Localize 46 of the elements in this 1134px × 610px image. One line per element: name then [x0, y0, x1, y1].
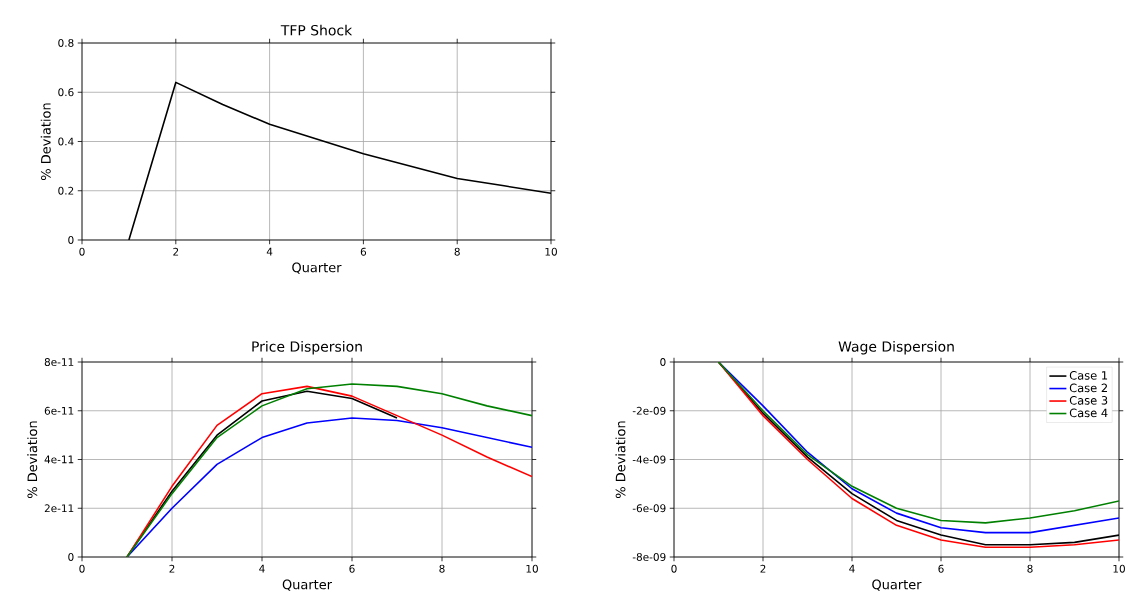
x-tick-label: 4 [259, 564, 265, 573]
y-tick-label: 0.8 [58, 39, 74, 47]
y-axis-title: % Deviation [615, 421, 626, 498]
legend-label: Case 1 [1069, 371, 1108, 380]
y-tick-label: 2e-11 [44, 504, 74, 513]
chart-title: Price Dispersion [252, 341, 362, 355]
y-tick-label: 8e-11 [44, 358, 74, 366]
y-tick-label: -8e-09 [632, 553, 666, 561]
x-tick-label: 8 [454, 247, 460, 256]
y-tick-label: 0 [68, 553, 74, 561]
x-tick-label: 2 [173, 247, 179, 256]
x-axis-title: Quarter [292, 262, 342, 274]
y-tick-label: -6e-09 [632, 504, 666, 513]
x-tick-label: 0 [671, 564, 677, 573]
x-tick-label: 0 [79, 247, 85, 256]
x-axis-title: Quarter [872, 579, 922, 591]
chart-title: TFP Shock [280, 24, 353, 36]
x-tick-label: 10 [545, 247, 557, 256]
x-tick-label: 2 [760, 564, 766, 573]
x-tick-label: 6 [938, 564, 944, 573]
chart-title: Wage Dispersion [838, 341, 954, 355]
y-tick-label: -2e-09 [632, 406, 666, 415]
x-tick-label: 6 [349, 564, 355, 573]
y-axis-title: % Deviation [40, 103, 51, 180]
legend-label: Case 3 [1069, 396, 1108, 405]
legend-label: Case 4 [1069, 408, 1108, 418]
x-tick-label: 2 [169, 564, 175, 573]
x-axis-title: Quarter [282, 579, 333, 591]
x-tick-label: 4 [849, 564, 855, 573]
x-tick-label: 4 [266, 247, 273, 256]
y-tick-label: 0.4 [58, 137, 74, 146]
x-tick-label: 10 [526, 564, 538, 573]
y-tick-label: 0 [68, 236, 74, 244]
x-tick-label: 8 [1027, 564, 1033, 573]
y-tick-label: 0.6 [58, 88, 74, 97]
x-tick-label: 6 [360, 247, 367, 256]
x-tick-label: 0 [79, 564, 85, 573]
y-tick-label: 6e-11 [44, 406, 74, 415]
x-tick-label: 10 [1113, 564, 1125, 573]
y-axis-title: % Deviation [27, 421, 38, 498]
y-tick-label: 0 [660, 358, 666, 366]
y-tick-label: 4e-11 [44, 455, 74, 464]
legend-label: Case 2 [1069, 383, 1107, 393]
x-tick-label: 8 [439, 564, 445, 573]
y-tick-label: 0.2 [58, 186, 74, 195]
y-tick-label: -4e-09 [632, 455, 666, 464]
